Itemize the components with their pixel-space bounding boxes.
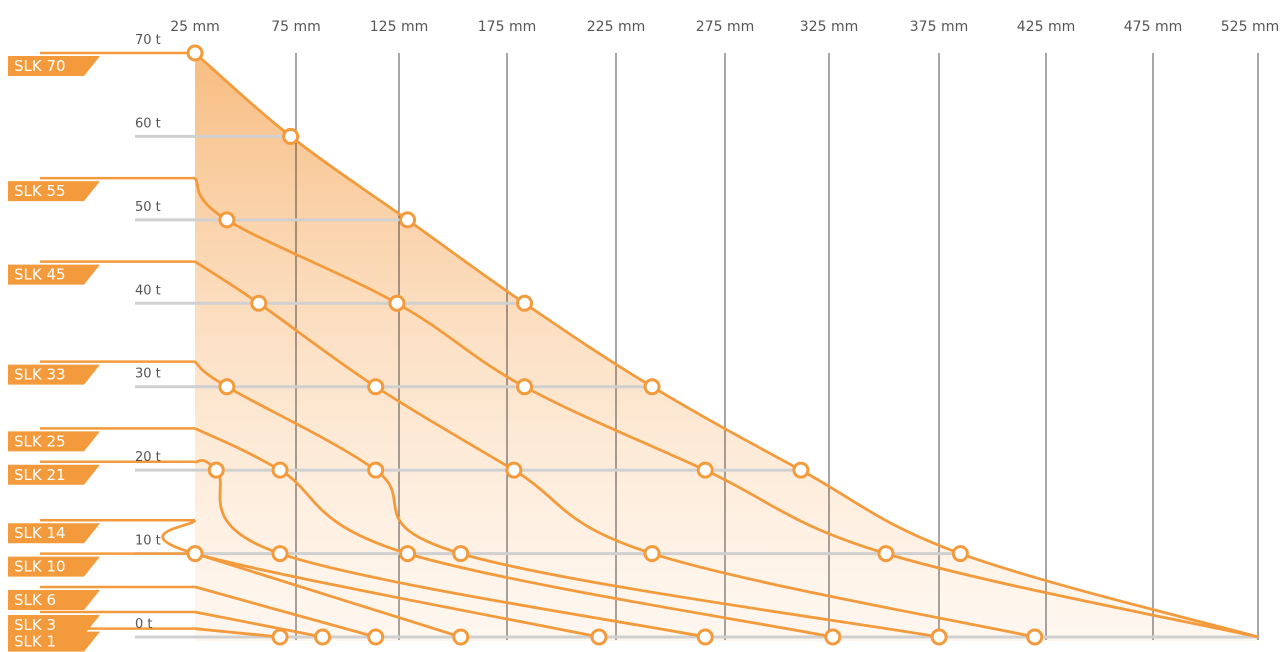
data-point: [696, 461, 714, 479]
series-label-tag: [8, 431, 100, 452]
series-label-tag: [8, 631, 100, 652]
x-tick-label: 225 mm: [587, 19, 645, 35]
series-label-tag: [8, 181, 100, 202]
x-tick-label: 75 mm: [271, 19, 321, 35]
series-label-tag: [8, 589, 100, 610]
area-fill: [195, 53, 1258, 641]
series-label-text: SLK 70: [14, 57, 66, 75]
x-tick-label: 175 mm: [478, 19, 536, 35]
y-tick-label: 10 t: [135, 534, 161, 549]
data-point: [314, 628, 332, 646]
series-label-text: SLK 25: [14, 432, 66, 450]
x-tick-label: 375 mm: [910, 19, 968, 35]
series-label-slk-70: SLK 70: [8, 56, 100, 76]
series-label-slk-6: SLK 6: [8, 589, 100, 610]
data-point: [590, 628, 608, 646]
x-tick-label: 425 mm: [1017, 19, 1075, 35]
data-point: [207, 461, 225, 479]
x-tick-label: 475 mm: [1124, 19, 1182, 35]
y-tick-label: 70 t: [135, 33, 161, 48]
series-line-slk-55: [193, 177, 1259, 639]
data-point: [643, 378, 661, 396]
data-point: [282, 127, 300, 145]
series-line-slk-70: [194, 51, 1259, 639]
series-label-text: SLK 10: [14, 558, 66, 576]
data-point: [643, 545, 661, 563]
series-label-slk-33: SLK 33: [8, 364, 100, 385]
series-line-slk-14: [161, 518, 600, 639]
data-point: [824, 628, 842, 646]
series-label-tag: [8, 614, 100, 635]
x-tick-label: 525 mm: [1221, 19, 1279, 35]
series-line-slk-25: [194, 427, 834, 639]
y-tick-label: 0 t: [135, 617, 153, 632]
y-tick-label: 60 t: [135, 116, 161, 131]
series-label-slk-14: SLK 14: [8, 523, 100, 544]
y-tick-label: 30 t: [135, 367, 161, 382]
series-label-text: SLK 1: [14, 633, 56, 651]
data-point: [951, 545, 969, 563]
series-label-slk-21: SLK 21: [8, 464, 100, 485]
series-label-slk-3: SLK 3: [8, 614, 100, 635]
series-line-slk-6: [194, 585, 377, 639]
series-label-text: SLK 45: [14, 266, 66, 284]
y-tick-label: 50 t: [135, 200, 161, 215]
series-label-text: SLK 33: [14, 366, 66, 384]
series-label-tag: [8, 523, 100, 544]
data-point: [792, 461, 810, 479]
data-point: [452, 545, 470, 563]
series-label-slk-55: SLK 55: [8, 181, 100, 202]
data-point: [399, 545, 417, 563]
data-point: [516, 294, 534, 312]
series-label-tag: [8, 264, 100, 285]
series-label-text: SLK 14: [14, 524, 66, 542]
series-label-text: SLK 3: [14, 616, 56, 634]
series-label-tag: [8, 56, 100, 76]
data-point: [696, 628, 714, 646]
series-label-slk-10: SLK 10: [8, 556, 100, 577]
data-point: [877, 545, 895, 563]
data-point: [186, 44, 204, 62]
x-tick-label: 325 mm: [800, 19, 858, 35]
data-point: [399, 211, 417, 229]
y-tick-label: 40 t: [135, 283, 161, 298]
series-line-slk-3: [194, 610, 323, 639]
x-tick-label: 125 mm: [370, 19, 428, 35]
data-point: [452, 628, 470, 646]
data-point: [218, 211, 236, 229]
y-tick-label: 20 t: [135, 450, 161, 465]
data-point: [271, 628, 289, 646]
data-point: [367, 628, 385, 646]
series-line-slk-10: [194, 552, 462, 639]
data-point: [930, 628, 948, 646]
series-label-text: SLK 55: [14, 182, 66, 200]
data-point: [250, 294, 268, 312]
data-point: [505, 461, 523, 479]
series-label-text: SLK 21: [14, 466, 66, 484]
series-label-slk-1: SLK 1: [8, 631, 100, 652]
data-point: [367, 378, 385, 396]
series-label-text: SLK 6: [14, 591, 56, 609]
series-label-tag: [8, 364, 100, 385]
x-tick-label: 275 mm: [696, 19, 754, 35]
data-point: [218, 378, 236, 396]
data-point: [1026, 628, 1044, 646]
series-label-tag: [8, 556, 100, 577]
series-label-tag: [8, 464, 100, 485]
data-point: [367, 461, 385, 479]
series-label-slk-25: SLK 25: [8, 431, 100, 452]
data-point: [271, 461, 289, 479]
data-point: [271, 545, 289, 563]
x-tick-label: 25 mm: [170, 19, 220, 35]
data-point: [388, 294, 406, 312]
data-point: [186, 545, 204, 563]
data-point: [516, 378, 534, 396]
series-label-slk-45: SLK 45: [8, 264, 100, 285]
